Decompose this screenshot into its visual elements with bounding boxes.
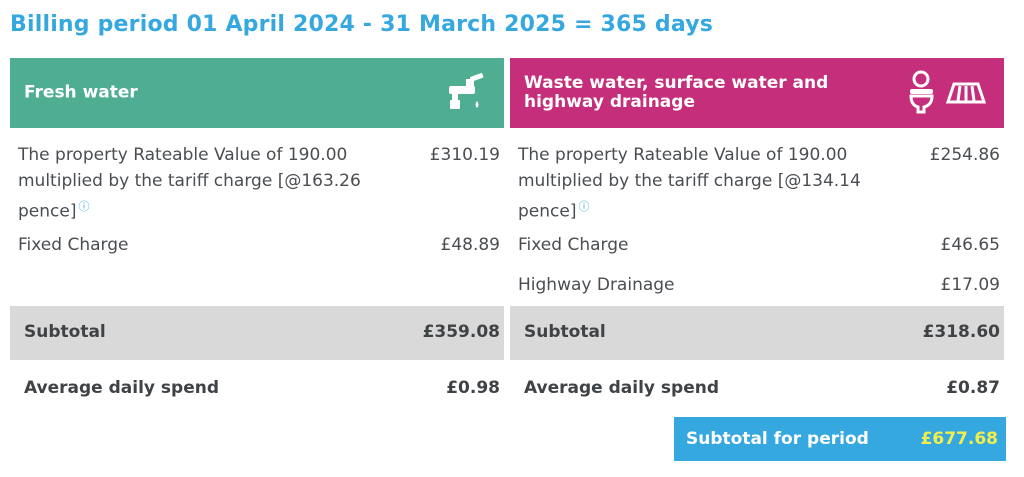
billing-period-title: Billing period 01 April 2024 - 31 March …	[10, 12, 714, 37]
average-daily-amount: £0.87	[946, 378, 1000, 398]
rateable-value-label: The property Rateable Value of 190.00 mu…	[18, 145, 361, 222]
waste-water-heading: Waste water, surface water and highway d…	[524, 73, 829, 112]
period-total-box: Subtotal for period £677.68	[674, 417, 1006, 461]
tap-icon	[446, 72, 486, 117]
fixed-charge-amount: £46.65	[940, 235, 1000, 255]
info-icon[interactable]: ⓘ	[78, 200, 90, 213]
average-daily-amount: £0.98	[446, 378, 500, 398]
subtotal-label: Subtotal	[24, 322, 106, 342]
fixed-charge-row: Fixed Charge £46.65	[518, 232, 1000, 258]
period-total-amount: £677.68	[920, 429, 998, 449]
highway-drainage-amount: £17.09	[940, 275, 1000, 295]
rateable-value-row: The property Rateable Value of 190.00 mu…	[18, 142, 500, 222]
waste-average-row: Average daily spend £0.87	[510, 376, 1004, 406]
toilet-icon	[908, 70, 936, 119]
waste-subtotal-row: Subtotal £318.60	[510, 306, 1004, 360]
fresh-water-panel: Fresh water The property Rateable Value …	[10, 58, 504, 398]
subtotal-amount: £359.08	[422, 322, 500, 342]
rateable-value-row: The property Rateable Value of 190.00 mu…	[518, 142, 1000, 222]
fixed-charge-row: Fixed Charge £48.89	[18, 232, 500, 258]
info-icon[interactable]: ⓘ	[578, 200, 590, 213]
waste-water-panel: Waste water, surface water and highway d…	[510, 58, 1004, 398]
rateable-value-amount: £254.86	[929, 145, 1000, 165]
drain-grate-icon	[945, 82, 987, 109]
fixed-charge-label: Fixed Charge	[518, 235, 629, 255]
subtotal-amount: £318.60	[922, 322, 1000, 342]
fresh-subtotal-row: Subtotal £359.08	[10, 306, 504, 360]
subtotal-label: Subtotal	[524, 322, 606, 342]
fresh-water-heading: Fresh water	[24, 82, 138, 103]
fixed-charge-label: Fixed Charge	[18, 235, 129, 255]
average-daily-label: Average daily spend	[524, 378, 720, 398]
fresh-water-header: Fresh water	[10, 58, 504, 128]
fixed-charge-amount: £48.89	[440, 235, 500, 255]
fresh-average-row: Average daily spend £0.98	[10, 376, 504, 406]
average-daily-label: Average daily spend	[24, 378, 220, 398]
period-total-label: Subtotal for period	[686, 429, 869, 449]
waste-water-header: Waste water, surface water and highway d…	[510, 58, 1004, 128]
rateable-value-label: The property Rateable Value of 190.00 mu…	[518, 145, 861, 222]
rateable-value-amount: £310.19	[429, 145, 500, 165]
highway-drainage-label: Highway Drainage	[518, 275, 675, 295]
highway-drainage-row: Highway Drainage £17.09	[518, 272, 1000, 298]
